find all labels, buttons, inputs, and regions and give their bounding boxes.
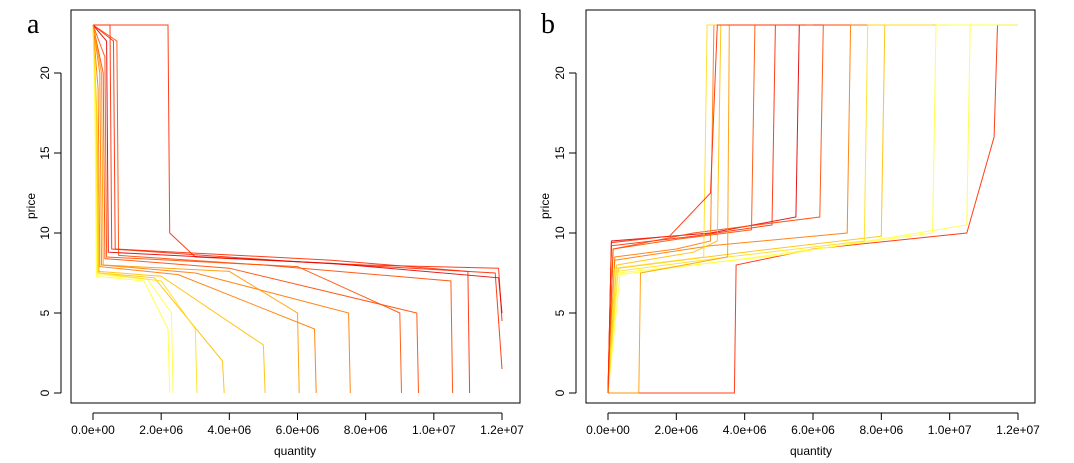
x-tick-label: 1.0e+07 [412,423,456,437]
series-line [92,24,351,394]
panel-b-y-axis-label: price [538,193,552,219]
x-tick-label: 1.2e+07 [996,423,1040,437]
series-line [607,24,899,394]
y-tick-label: 20 [553,66,567,80]
panel-b-x-axis-label: quantity [790,444,832,458]
series-line [92,24,225,394]
panel-b: b 0.0e+00 2.0e+06 4.0e+06 6.0e+06 8.0e+06 1.0… [538,9,1040,458]
y-tick-label: 0 [38,389,52,396]
x-tick-label: 0.0e+00 [71,423,115,437]
x-tick-label: 4.0e+06 [207,423,251,437]
y-tick-label: 5 [38,309,52,316]
series-line [92,24,317,394]
x-tick-label: 8.0e+06 [344,423,388,437]
x-tick-label: 1.0e+07 [928,423,972,437]
series-line [92,24,419,394]
series-line [92,24,171,394]
series-line [607,24,779,394]
y-tick-label: 15 [553,146,567,160]
panel-a: a 0.0e+00 2.0e+06 4.0e+06 6.0e+06 8.0e+06 1.0… [24,9,524,458]
series-line [92,24,454,394]
x-tick-label: 4.0e+06 [723,423,767,437]
series-line [92,24,503,314]
x-tick-label: 2.0e+06 [139,423,183,437]
y-tick-label: 10 [553,226,567,240]
x-tick-label: 6.0e+06 [791,423,835,437]
series-line [92,24,198,394]
series-line [607,24,916,394]
series-line [607,24,933,394]
panel-a-curves [92,24,503,394]
x-tick-label: 0.0e+00 [586,423,630,437]
series-line [93,24,503,322]
series-line [608,24,786,394]
panel-a-x-axis-label: quantity [274,444,316,458]
x-tick-label: 1.2e+07 [480,423,524,437]
series-line [607,24,1018,394]
series-line [607,24,807,394]
panel-b-y-axis: 0 5 10 15 20 [553,66,577,396]
series-line [92,24,300,394]
panel-b-curves [607,24,1018,394]
series-line [93,24,503,370]
panel-a-letter: a [27,9,40,40]
panel-a-y-axis-label: price [24,193,38,219]
panel-b-letter: b [541,9,555,40]
panel-b-x-axis: 0.0e+00 2.0e+06 4.0e+06 6.0e+06 8.0e+06 1.0e+… [586,412,1040,437]
panel-a-x-axis: 0.0e+00 2.0e+06 4.0e+06 6.0e+06 8.0e+06 1.0e+… [71,412,524,437]
series-line [608,24,1018,394]
series-line [607,24,984,394]
y-tick-label: 15 [38,146,52,160]
series-line [607,24,762,394]
series-line [607,24,796,394]
x-tick-label: 2.0e+06 [654,423,698,437]
panel-a-y-axis: 0 5 10 15 20 [38,66,62,396]
y-tick-label: 10 [38,226,52,240]
y-tick-label: 20 [38,66,52,80]
x-tick-label: 6.0e+06 [276,423,320,437]
series-line [607,24,950,394]
x-tick-label: 8.0e+06 [859,423,903,437]
series-line [607,24,813,394]
panel-b-plot-frame [585,9,1036,404]
y-tick-label: 5 [553,309,567,316]
y-tick-label: 0 [553,389,567,396]
series-line [92,24,266,394]
panel-a-plot-frame [70,9,521,404]
series-line [92,24,471,394]
series-line [92,24,402,394]
series-line [607,24,882,394]
